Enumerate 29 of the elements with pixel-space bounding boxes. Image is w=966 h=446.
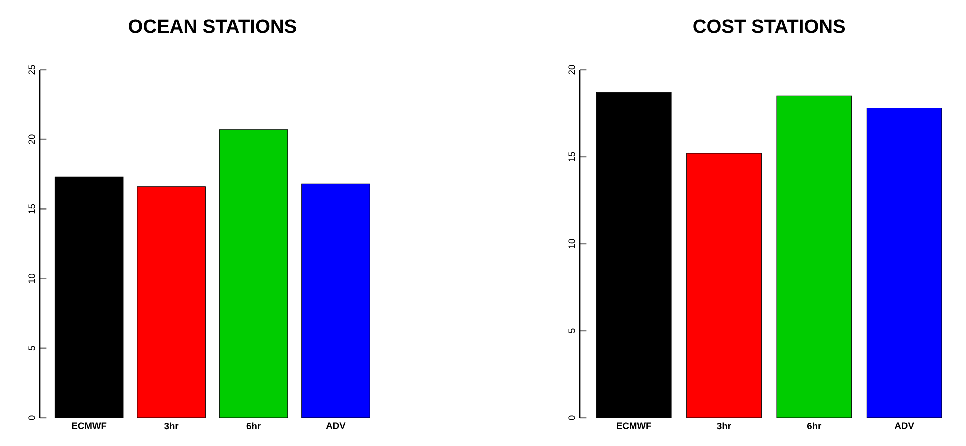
x-tick-label: ECMWF [72,422,107,430]
y-tick-label: 5 [568,328,576,334]
y-tick-label: 15 [568,152,576,162]
y-tick-label: 10 [568,239,576,248]
bar [137,186,206,418]
x-tick-label: 6hr [807,422,822,430]
bar [596,92,672,418]
y-tick-label: 20 [568,65,576,75]
bar [686,153,762,418]
chart-title: COST STATIONS [694,20,846,34]
x-tick-label: 3hr [164,422,179,430]
chart-title: OCEAN STATIONS [129,20,296,34]
x-tick-label: ADV [326,422,346,430]
bar [219,130,288,418]
y-tick-label: 15 [28,204,36,214]
y-tick-label: 20 [28,134,36,144]
x-tick-label: ECMWF [617,422,652,430]
x-tick-label: 3hr [717,422,732,430]
y-tick-label: 0 [28,416,36,420]
x-tick-label: ADV [894,422,914,430]
y-tick-label: 10 [28,274,36,284]
bar [776,96,852,418]
y-tick-label: 0 [568,416,576,420]
y-tick-label: 25 [28,65,36,75]
x-tick-label: 6hr [246,422,261,430]
y-tick-label: 5 [28,346,36,351]
bar [866,108,942,418]
bar [54,176,124,418]
bar [302,184,370,418]
